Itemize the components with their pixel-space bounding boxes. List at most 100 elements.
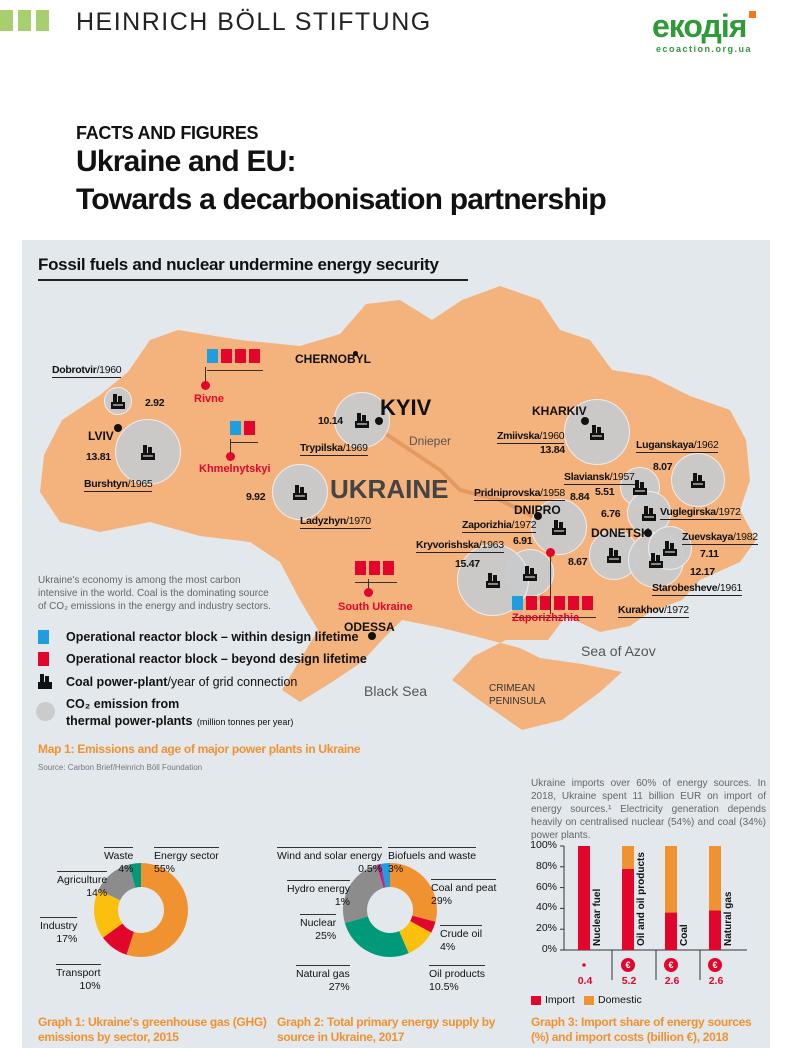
factory-icon xyxy=(642,505,656,521)
plant-name: Slaviansk xyxy=(564,471,610,483)
plant-label: Pridniprovska/1958 xyxy=(474,487,565,501)
plant-label: Dobrotvir/1960 xyxy=(52,364,122,378)
euro-icon: € xyxy=(708,958,722,972)
legend-beyond: Operational reactor block – beyond desig… xyxy=(66,652,367,666)
reactor-block-icon xyxy=(244,421,255,435)
slice-name: Transport xyxy=(56,967,101,979)
reactor-block-icon xyxy=(355,561,366,575)
reactor-block-icon xyxy=(554,596,565,610)
factory-icon xyxy=(691,472,705,488)
slice-value: 1% xyxy=(334,896,351,908)
legend-label: Import xyxy=(545,994,575,1006)
city-label: KHARKIV xyxy=(532,404,587,418)
factory-icon xyxy=(38,674,52,689)
city-label: CHERNOBYL xyxy=(295,352,372,366)
nuclear-plant-dot xyxy=(201,381,210,390)
reactor-block-icon xyxy=(383,561,394,575)
plant-name: Vuglegirska xyxy=(660,506,716,518)
bar-category-label: Coal xyxy=(679,924,690,946)
reactor-block-icon xyxy=(369,561,380,575)
city-label: KYIV xyxy=(380,395,432,420)
factory-icon xyxy=(486,572,500,588)
y-tick-label: 20% xyxy=(535,922,557,935)
city-dot xyxy=(644,529,652,537)
slice-value: 29% xyxy=(431,895,453,907)
import-cost-value: 2.6 xyxy=(708,975,724,987)
slice-value: 0.5% xyxy=(358,863,383,875)
plant-co2-value: 10.14 xyxy=(318,415,343,427)
city-label: DNIPRO xyxy=(514,503,561,517)
slice-value: 4% xyxy=(440,941,456,953)
city-dot xyxy=(534,512,542,520)
ecoaction-logo-dot xyxy=(749,11,756,18)
nuclear-plant-label: Rivne xyxy=(194,393,224,405)
plant-co2-value: 8.07 xyxy=(653,461,673,473)
slice-name: Waste xyxy=(104,850,134,862)
plant-label: Kryvorishska/1963 xyxy=(416,539,504,553)
donut-label: Energy sector 55% xyxy=(154,847,219,876)
plant-co2-value: 8.67 xyxy=(568,556,588,568)
slice-value: 17% xyxy=(56,933,78,945)
donut-label: Crude oil 4% xyxy=(440,925,483,954)
graph2-caption: Graph 2: Total primary energy supply by … xyxy=(277,1015,496,1044)
euro-icon: € xyxy=(621,958,635,972)
plant-co2-value: 13.81 xyxy=(86,451,111,463)
legend-label: Domestic xyxy=(598,994,642,1006)
reactor-block-icon xyxy=(540,596,551,610)
graph3-caption: Graph 3: Import share of energy sources … xyxy=(531,1015,752,1044)
plant-year: /1972 xyxy=(664,604,689,616)
nuclear-plant-label: Khmelnytskyi xyxy=(199,463,271,475)
plant-name: Kryvorishska xyxy=(416,539,479,551)
plant-name: Ladyzhyn xyxy=(300,515,347,527)
plant-year: /1960 xyxy=(96,364,122,376)
slice-name: Industry xyxy=(40,920,78,932)
map-caption: Map 1: Emissions and age of major power … xyxy=(38,742,361,756)
plant-name: Pridniprovska xyxy=(474,487,541,499)
plant-label: Vuglegirska/1972 xyxy=(660,506,741,520)
ecoaction-logo: екодія xyxy=(652,8,747,44)
slice-name: Coal and peat xyxy=(431,882,497,894)
y-tick-label: 60% xyxy=(535,880,557,893)
plant-year: /1961 xyxy=(717,582,743,594)
factory-icon xyxy=(649,552,663,568)
plant-co2-value: 9.92 xyxy=(246,491,266,503)
slice-name: Nuclear xyxy=(300,917,337,929)
plant-label: Starobesheve/1961 xyxy=(652,582,742,596)
legend-co2-line1: CO₂ emission from xyxy=(66,697,180,711)
slice-value: 14% xyxy=(86,887,108,899)
slice-name: Oil products xyxy=(429,968,486,980)
plant-label: Zaporizhia/1972 xyxy=(462,519,537,533)
plant-name: Burshtyn xyxy=(84,478,128,490)
page-title-line1: Ukraine and EU: xyxy=(76,145,297,178)
plant-year: /1972 xyxy=(511,519,537,531)
plant-co2-value: 6.76 xyxy=(601,508,621,520)
donut-label: Biofuels and waste 3% xyxy=(388,847,477,876)
plant-name: Zmiivska xyxy=(497,430,540,442)
import-cost-value: 5.2 xyxy=(621,975,637,987)
nuclear-plant-label: South Ukraine xyxy=(338,601,413,613)
y-tick-label: 80% xyxy=(535,859,557,872)
slice-value: 10% xyxy=(79,980,101,992)
reactor-block-icon xyxy=(230,421,241,435)
legend-co2-unit: (million tonnes per year) xyxy=(196,717,294,727)
legend-within: Operational reactor block – within desig… xyxy=(66,630,359,644)
plant-name: Luganskaya xyxy=(636,439,694,451)
reactor-blocks xyxy=(512,596,596,618)
city-dot xyxy=(114,424,122,432)
euro-icon: € xyxy=(664,958,678,972)
boell-logo-square xyxy=(36,10,49,31)
river-label: Dnieper xyxy=(409,434,452,448)
factory-icon xyxy=(590,424,604,440)
slice-name: Agriculture xyxy=(57,874,108,886)
boell-logo-square xyxy=(18,10,31,31)
factory-icon xyxy=(607,547,621,563)
plant-year: /1969 xyxy=(342,442,368,454)
factory-icon xyxy=(552,519,566,535)
donut-label: Natural gas 27% xyxy=(296,965,350,994)
plant-label: Zmiivska/1960 xyxy=(497,430,565,444)
plant-label: Zuevskaya/1982 xyxy=(682,531,758,545)
factory-icon xyxy=(293,484,307,500)
legend-within-icon xyxy=(38,630,52,649)
legend-coal-bold: Coal power-plant xyxy=(66,675,168,689)
donut-label: Nuclear 25% xyxy=(300,914,337,943)
